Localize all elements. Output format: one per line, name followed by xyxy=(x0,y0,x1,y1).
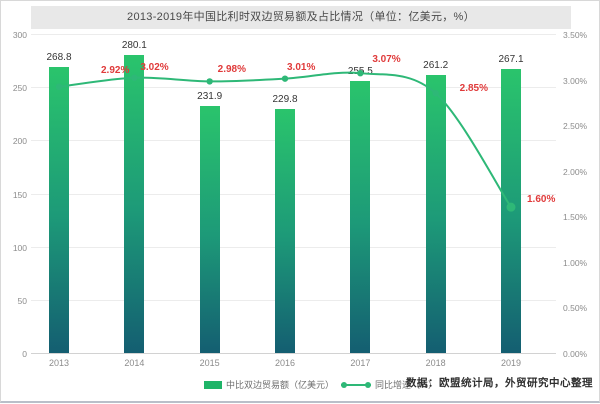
x-axis-label: 2014 xyxy=(124,358,145,368)
bar-value-label: 280.1 xyxy=(121,40,147,52)
gridline xyxy=(31,353,556,354)
legend-item-trade-volume: 中比双边贸易额（亿美元） xyxy=(204,378,334,391)
chart-title: 2013-2019年中国比利时双边贸易额及占比情况（单位：亿美元，%） xyxy=(31,6,571,29)
chart-legend: 中比双边贸易额（亿美元） 同比增速（%） xyxy=(204,378,437,391)
gridline xyxy=(31,34,556,35)
line-marker xyxy=(281,75,289,82)
bar-value-label: 255.5 xyxy=(347,66,373,78)
right-axis-tick: 2.00% xyxy=(563,166,588,177)
left-axis-tick: 50 xyxy=(17,295,27,306)
x-axis-label: 2017 xyxy=(350,358,371,368)
bar-2016 xyxy=(275,108,295,353)
legend-bar-label: 中比双边贸易额（亿美元） xyxy=(226,380,335,390)
right-axis-tick: 1.00% xyxy=(563,257,588,268)
right-axis-tick: 3.50% xyxy=(563,30,588,40)
bar-2019 xyxy=(501,68,521,353)
bar-value-label: 229.8 xyxy=(272,93,298,105)
line-value-label: 3.02% xyxy=(140,61,169,73)
chart-footer: 中比双边贸易额（亿美元） 同比增速（%） 数据：欧盟统计局，外贸研究中心整理 xyxy=(1,375,600,397)
right-axis-tick: 3.00% xyxy=(563,75,588,86)
line-value-label: 2.98% xyxy=(217,64,247,76)
bar-2017 xyxy=(350,81,371,353)
bar-value-label: 231.9 xyxy=(197,91,223,103)
x-axis-label: 2018 xyxy=(425,358,446,368)
bar-2015 xyxy=(199,106,220,353)
left-axis-tick: 150 xyxy=(12,189,27,200)
data-source-note: 数据：欧盟统计局，外贸研究中心整理 xyxy=(406,377,593,389)
left-axis-tick: 300 xyxy=(12,30,27,40)
line-value-label: 2.92% xyxy=(101,64,130,76)
right-axis-tick: 0.50% xyxy=(563,303,588,314)
right-axis-tick: 1.50% xyxy=(563,212,588,223)
line-value-label: 2.85% xyxy=(459,83,489,95)
bar-value-label: 267.1 xyxy=(498,53,524,65)
line-marker xyxy=(206,78,213,85)
bar-2013 xyxy=(49,67,69,353)
x-axis-label: 2019 xyxy=(500,358,522,368)
left-axis-tick: 0 xyxy=(22,349,27,359)
bar-series-swatch-icon xyxy=(204,380,222,389)
x-axis-label: 2016 xyxy=(274,358,296,368)
bar-2014 xyxy=(124,55,145,353)
bar-value-label: 268.8 xyxy=(46,52,72,64)
right-axis-tick: 0.00% xyxy=(563,349,588,359)
legend-line-label: 同比增速（%） xyxy=(375,380,438,390)
legend-item-growth-rate: 同比增速（%） xyxy=(341,378,437,391)
bar-2018 xyxy=(425,75,446,353)
right-axis-tick: 2.50% xyxy=(563,121,588,132)
x-axis-label: 2013 xyxy=(48,358,70,368)
x-axis-label: 2015 xyxy=(199,358,220,368)
left-axis-tick: 250 xyxy=(12,83,27,94)
left-axis-tick: 100 xyxy=(12,242,27,253)
line-value-label: 3.07% xyxy=(372,54,401,66)
bar-value-label: 261.2 xyxy=(423,60,449,72)
line-value-label: 3.01% xyxy=(287,61,316,73)
line-series-marker-icon xyxy=(341,381,372,389)
line-value-label: 1.60% xyxy=(527,194,556,206)
left-axis-tick: 200 xyxy=(12,136,27,147)
